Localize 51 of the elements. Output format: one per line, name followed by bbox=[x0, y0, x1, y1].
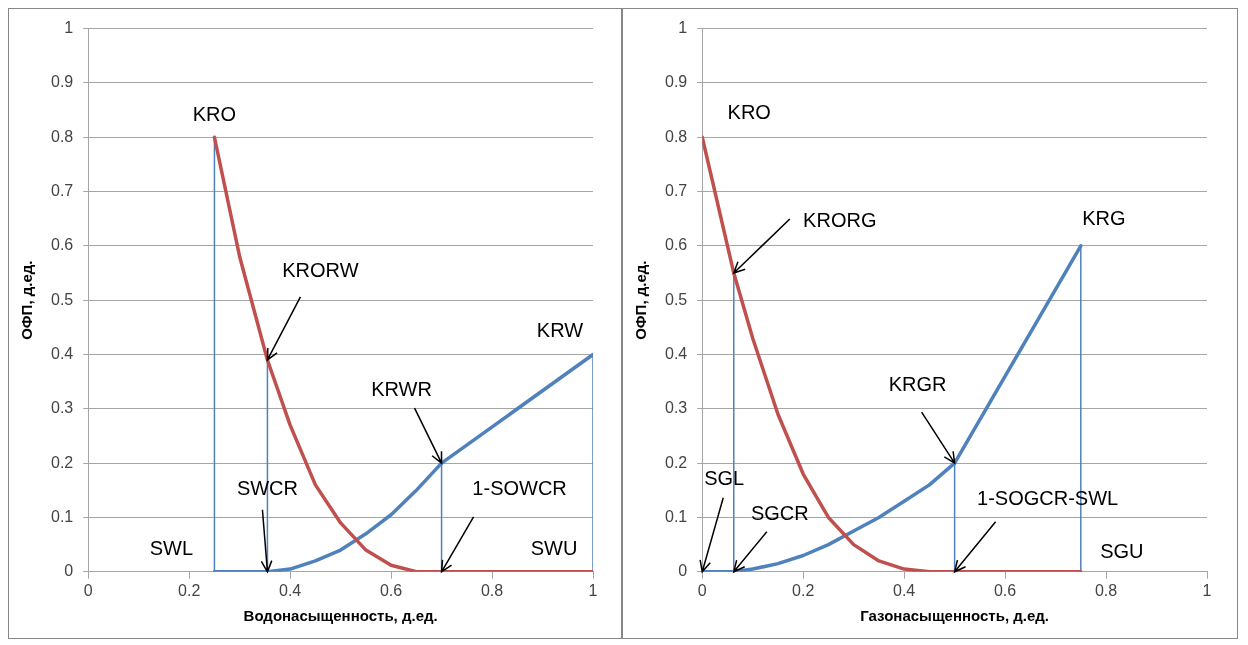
y-tick-label: 0.8 bbox=[664, 127, 688, 145]
y-tick-label: 0 bbox=[64, 562, 74, 580]
y-tick-label: 0.1 bbox=[664, 507, 688, 525]
annotation: KRW bbox=[536, 319, 584, 342]
x-tick-label: 0 bbox=[83, 581, 93, 599]
y-axis-title: ОФП, д.ед. bbox=[632, 260, 650, 340]
x-axis-title: Водонасыщенность, д.ед. bbox=[243, 607, 438, 625]
x-tick-label: 1 bbox=[1202, 581, 1212, 599]
y-tick-label: 0.7 bbox=[50, 181, 74, 199]
x-tick-label: 0 bbox=[697, 581, 707, 599]
y-axis-title: ОФП, д.ед. bbox=[18, 260, 36, 340]
x-tick-label: 0.6 bbox=[379, 581, 403, 599]
x-axis-title: Газонасыщенность, д.ед. bbox=[860, 607, 1049, 625]
annotation: KRO bbox=[192, 102, 237, 125]
y-tick-label: 1 bbox=[678, 19, 688, 37]
y-tick-label: 1 bbox=[64, 19, 74, 37]
x-tick-label: 0.6 bbox=[993, 581, 1017, 599]
annotation: SGU bbox=[1100, 540, 1144, 563]
y-tick-label: 0.9 bbox=[664, 73, 688, 91]
annotation: SWL bbox=[149, 537, 194, 560]
y-tick-label: 0.5 bbox=[664, 290, 688, 308]
annotation: KRWR bbox=[371, 377, 432, 400]
annotation: KRORG bbox=[803, 208, 877, 231]
y-tick-label: 0.1 bbox=[50, 507, 74, 525]
x-tick-label: 0.2 bbox=[178, 581, 201, 599]
y-tick-label: 0.6 bbox=[50, 236, 74, 254]
annotation: KRGR bbox=[888, 372, 947, 395]
y-tick-label: 0.2 bbox=[664, 453, 688, 471]
y-tick-label: 0.3 bbox=[664, 399, 688, 417]
x-tick-label: 0.8 bbox=[1094, 581, 1118, 599]
y-tick-label: 0.8 bbox=[50, 127, 74, 145]
x-tick-label: 1 bbox=[588, 581, 598, 599]
annotation: KRG bbox=[1082, 207, 1126, 230]
annotation: SGCR bbox=[750, 502, 809, 525]
x-tick-label: 0.2 bbox=[792, 581, 815, 599]
annotation: SWU bbox=[530, 537, 578, 560]
x-tick-label: 0.4 bbox=[893, 581, 916, 599]
y-tick-label: 0.4 bbox=[50, 344, 74, 362]
y-tick-label: 0.7 bbox=[664, 181, 688, 199]
x-tick-label: 0.4 bbox=[279, 581, 302, 599]
x-tick-label: 0.8 bbox=[480, 581, 504, 599]
annotation: 1-SOWCR bbox=[472, 477, 567, 500]
y-tick-label: 0.9 bbox=[50, 73, 74, 91]
y-tick-label: 0.4 bbox=[664, 344, 688, 362]
y-tick-label: 0.5 bbox=[50, 290, 74, 308]
y-tick-label: 0.3 bbox=[50, 399, 74, 417]
annotation: KRORW bbox=[282, 259, 359, 282]
annotation: KRO bbox=[727, 100, 771, 123]
y-tick-label: 0.2 bbox=[50, 453, 74, 471]
y-tick-label: 0 bbox=[678, 562, 688, 580]
y-tick-label: 0.6 bbox=[664, 236, 688, 254]
